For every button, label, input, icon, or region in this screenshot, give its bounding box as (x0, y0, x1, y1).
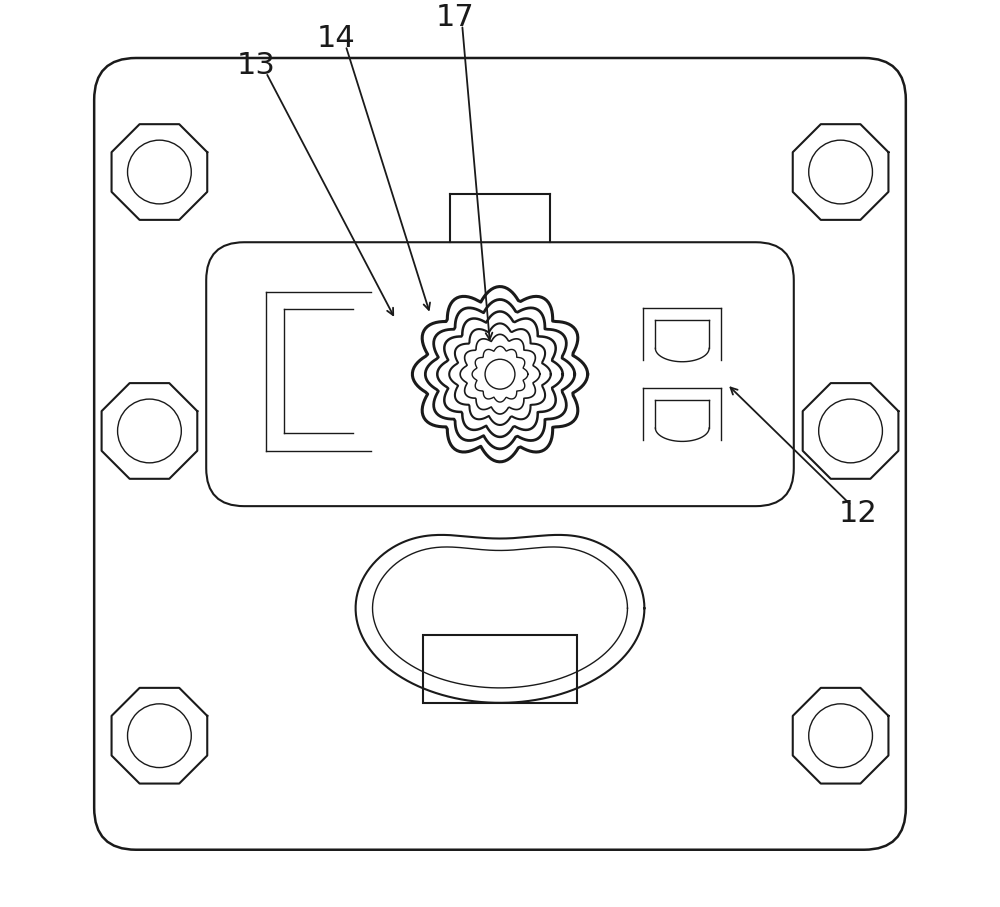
Text: 12: 12 (839, 499, 878, 528)
Text: 14: 14 (316, 24, 355, 54)
Bar (423, 635, 577, 703)
Text: 17: 17 (436, 3, 475, 32)
Text: 13: 13 (237, 51, 275, 80)
